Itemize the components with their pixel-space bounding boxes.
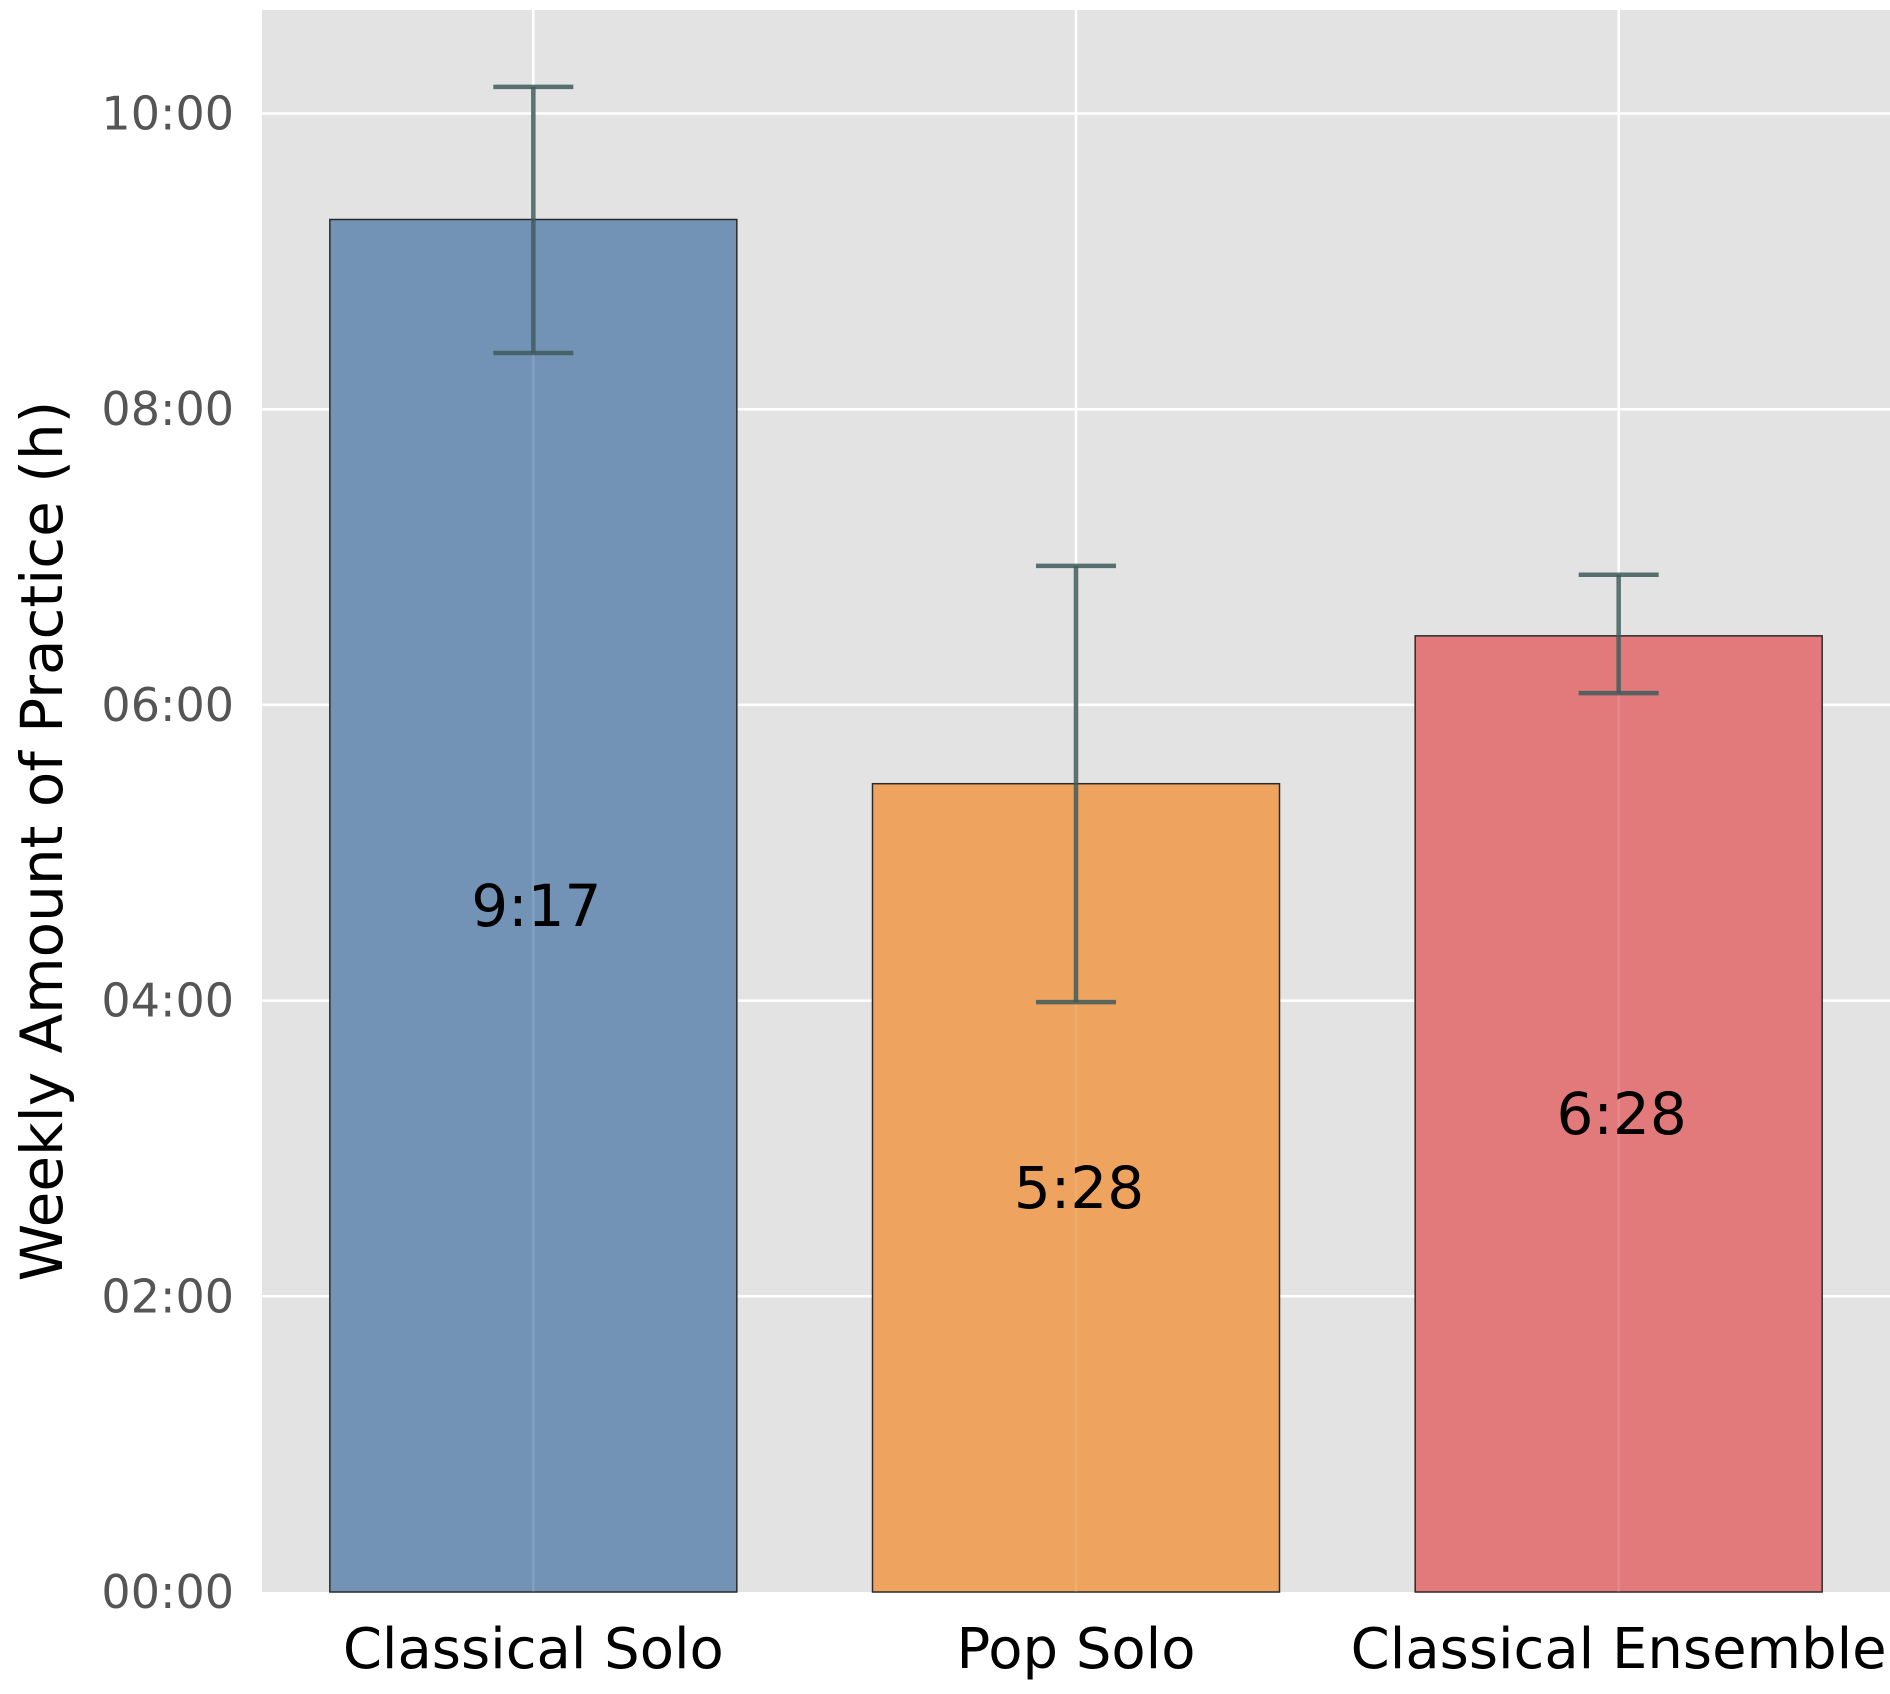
- bar: [1414, 635, 1823, 1593]
- bar-value-label: 6:28: [1557, 1080, 1687, 1148]
- y-tick-label: 04:00: [101, 974, 234, 1028]
- bar-value-label: 9:17: [471, 872, 601, 940]
- x-category-label: Classical Ensemble: [1351, 1617, 1887, 1682]
- bar-value-label: 5:28: [1014, 1154, 1144, 1222]
- y-tick-label: 10:00: [101, 86, 234, 140]
- y-tick-label: 06:00: [101, 678, 234, 732]
- y-axis-ticks: 00:00 02:00 04:00 06:00 08:00 10:00: [101, 86, 234, 1619]
- x-axis-categories: Classical Solo Pop Solo Classical Ensemble: [343, 1617, 1887, 1682]
- x-category-label: Pop Solo: [956, 1617, 1195, 1682]
- y-axis-title: Weekly Amount of Practice (h): [8, 401, 76, 1282]
- y-tick-label: 00:00: [101, 1565, 234, 1619]
- error-bars: [493, 84, 1659, 1005]
- bar: [329, 218, 738, 1593]
- bar-value-labels: 9:17 5:28 6:28: [471, 872, 1687, 1222]
- y-tick-label: 08:00: [101, 382, 234, 436]
- x-category-label: Classical Solo: [343, 1617, 724, 1682]
- y-tick-label: 02:00: [101, 1269, 234, 1323]
